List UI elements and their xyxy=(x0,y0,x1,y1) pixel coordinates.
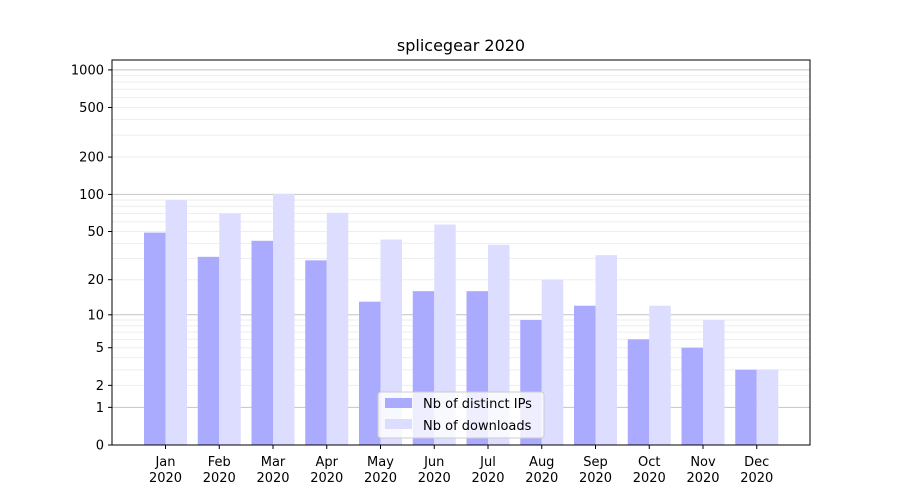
y-tick-label: 100 xyxy=(79,188,104,203)
x-tick-label: Dec 2020 xyxy=(740,455,773,486)
y-axis: 0 1 2 5 10 20 50 100 200 500 1000 xyxy=(71,63,112,454)
bar-downloads xyxy=(219,213,241,445)
x-tick-label: Oct 2020 xyxy=(633,455,666,486)
legend-box xyxy=(377,391,545,439)
x-tick-label: Sep 2020 xyxy=(579,455,612,486)
bar-downloads xyxy=(756,369,779,445)
bar-distinct-ips xyxy=(251,240,273,445)
y-tick-label: 20 xyxy=(87,273,104,288)
bar-downloads xyxy=(434,224,456,445)
bar-distinct-ips xyxy=(627,339,650,445)
legend-swatch-distinct-ips xyxy=(385,398,412,408)
y-tick-label: 2 xyxy=(96,379,104,394)
bar-downloads xyxy=(273,193,295,445)
x-tick-label: Nov 2020 xyxy=(686,455,719,486)
y-tick-label: 500 xyxy=(79,101,104,116)
y-tick-label: 1 xyxy=(96,401,104,416)
bar-distinct-ips xyxy=(359,301,381,445)
bar-distinct-ips xyxy=(144,232,166,445)
x-tick-label: Aug 2020 xyxy=(525,455,558,486)
x-tick-label: Jul 2020 xyxy=(471,455,504,486)
y-tick-label: 10 xyxy=(87,308,104,323)
legend-label-distinct-ips: Nb of distinct IPs xyxy=(423,397,532,412)
x-tick-label: Feb 2020 xyxy=(203,455,236,486)
chart-title: splicegear 2020 xyxy=(397,36,525,55)
legend-label-downloads: Nb of downloads xyxy=(423,419,532,434)
x-tick-label: Jun 2020 xyxy=(418,455,451,486)
bar-downloads xyxy=(595,255,617,445)
x-tick-label: Apr 2020 xyxy=(310,455,343,486)
bar-downloads xyxy=(649,305,671,445)
bar-downloads xyxy=(165,200,187,445)
bar-distinct-ips xyxy=(681,347,703,445)
y-tick-label: 50 xyxy=(87,225,104,240)
bar-distinct-ips xyxy=(735,369,757,445)
y-tick-label: 1000 xyxy=(71,63,104,78)
y-tick-label: 200 xyxy=(79,151,104,166)
plot-frame xyxy=(111,59,811,446)
bar-distinct-ips xyxy=(305,260,327,445)
y-tick-label: 5 xyxy=(96,341,104,356)
x-tick-label: Mar 2020 xyxy=(256,455,289,486)
bar-downloads xyxy=(703,319,725,445)
bar-distinct-ips xyxy=(574,305,596,445)
legend: Nb of distinct IPs Nb of downloads xyxy=(377,391,545,439)
x-axis: Jan 2020 Feb 2020 Mar 2020 Apr 2020 May 2020 Jun 20… xyxy=(149,445,773,486)
bar-downloads xyxy=(326,212,349,445)
legend-swatch-downloads xyxy=(385,419,412,429)
x-tick-label: Jan 2020 xyxy=(149,455,182,486)
bar-distinct-ips xyxy=(197,256,220,445)
x-tick-label: May 2020 xyxy=(364,455,397,486)
y-tick-label: 0 xyxy=(96,439,104,454)
bar-downloads xyxy=(541,279,564,445)
